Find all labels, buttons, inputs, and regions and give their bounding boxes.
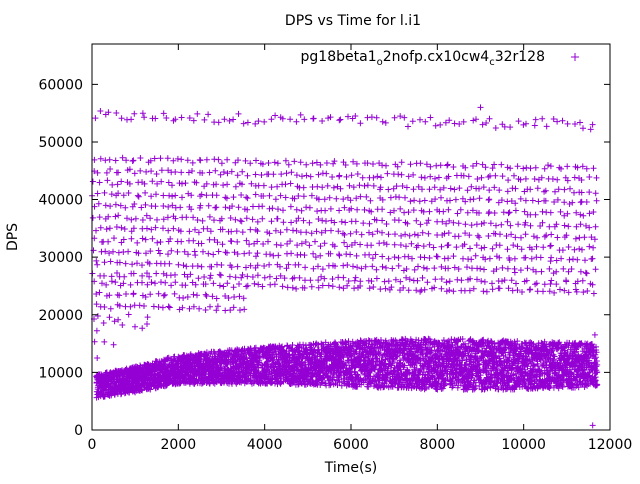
legend-label: pg18beta1o2nofp.cx10cw4c32r128 — [301, 49, 545, 68]
y-tick-label: 30000 — [38, 250, 83, 266]
legend: pg18beta1o2nofp.cx10cw4c32r128 — [301, 49, 579, 68]
y-tick-label: 50000 — [38, 135, 83, 151]
legend-label-mid: 2nofp.cx10cw4 — [383, 49, 490, 65]
y-tick-label: 0 — [74, 423, 83, 439]
plot-frame — [91, 43, 611, 431]
y-tick-label: 60000 — [38, 77, 83, 93]
axis-ticks: 0 2000 4000 6000 8000 10000 12000 0 10000 20000 30… — [38, 44, 632, 453]
legend-label-sub1: o — [377, 57, 383, 68]
legend-label-main: pg18beta1 — [301, 49, 377, 65]
x-tick-label: 0 — [88, 437, 97, 453]
legend-label-sub2: c — [489, 57, 495, 68]
x-axis-label: Time(s) — [324, 460, 377, 476]
x-tick-label: 2000 — [161, 437, 197, 453]
x-tick-label: 12000 — [588, 437, 633, 453]
x-tick-label: 4000 — [247, 437, 283, 453]
legend-marker — [571, 53, 579, 61]
chart-title: DPS vs Time for l.i1 — [285, 13, 421, 29]
x-tick-label: 8000 — [420, 437, 456, 453]
y-tick-label: 20000 — [38, 308, 83, 324]
y-tick-label: 10000 — [38, 365, 83, 381]
series-points — [89, 104, 601, 429]
x-tick-label: 6000 — [333, 437, 369, 453]
y-axis-label: DPS — [5, 223, 21, 251]
x-tick-label: 10000 — [501, 437, 546, 453]
legend-label-end: 32r128 — [495, 49, 545, 65]
y-tick-label: 40000 — [38, 193, 83, 209]
data-points — [89, 104, 601, 429]
